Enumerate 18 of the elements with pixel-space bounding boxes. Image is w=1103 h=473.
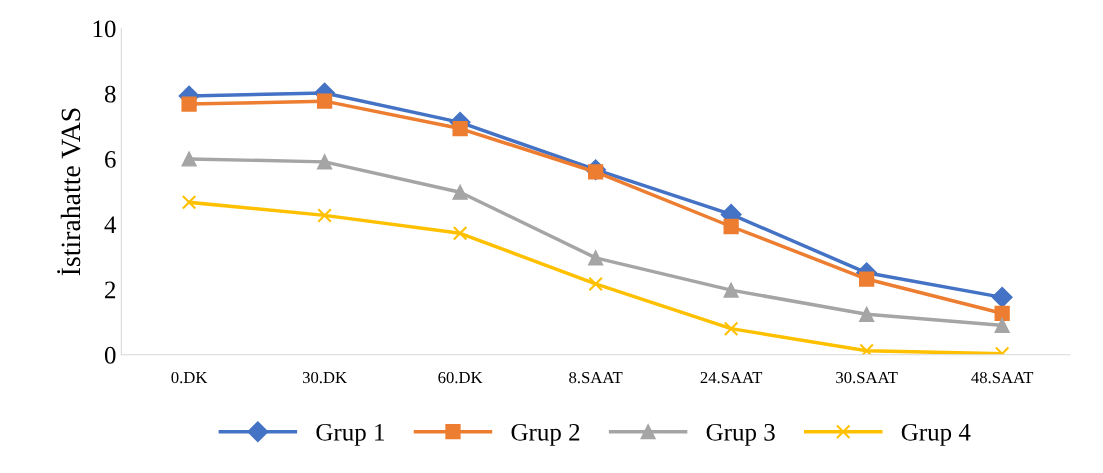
- x-tick-label: 0.DK: [171, 371, 208, 384]
- x-tick-label: 30.SAAT: [836, 371, 898, 384]
- x-tick-label: 60.DK: [438, 371, 483, 384]
- legend-label: Grup 1: [316, 423, 384, 446]
- y-axis-title: İstirahatte VAS: [57, 108, 81, 276]
- legend-label: Grup 3: [706, 423, 775, 446]
- y-tick-label: 8: [104, 85, 116, 103]
- legend-label: Grup 2: [511, 423, 580, 446]
- y-tick-label: 4: [104, 216, 117, 233]
- legend-label: Grup 4: [901, 423, 971, 446]
- x-tick-label: 30.DK: [302, 371, 347, 384]
- y-tick-label: 0: [104, 346, 116, 364]
- y-tick-label: 10: [93, 20, 116, 38]
- x-tick-label: 8.SAAT: [569, 371, 623, 384]
- x-tick-label: 48.SAAT: [971, 371, 1034, 384]
- y-tick-label: 6: [105, 151, 116, 168]
- x-tick-label: 24.SAAT: [700, 371, 763, 384]
- y-tick-label: 2: [105, 281, 116, 299]
